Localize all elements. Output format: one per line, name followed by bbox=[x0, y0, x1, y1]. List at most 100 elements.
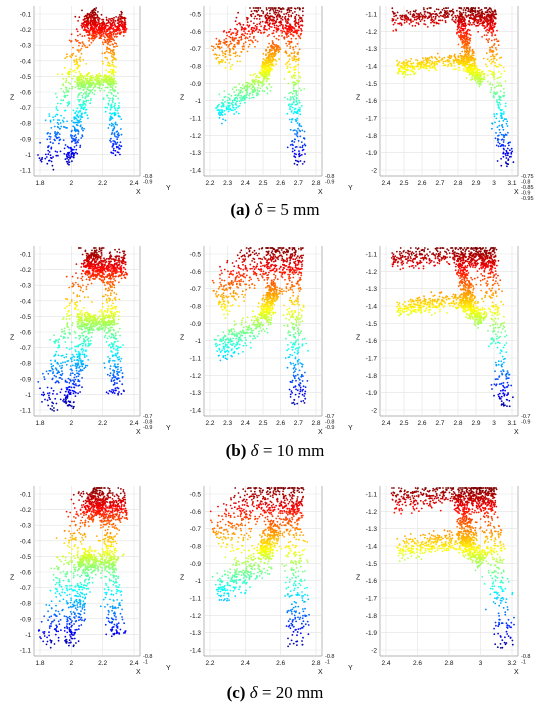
point bbox=[291, 27, 294, 29]
point bbox=[227, 96, 229, 99]
point bbox=[217, 60, 220, 63]
point bbox=[78, 100, 80, 103]
y-tick-label: -0.9 bbox=[190, 81, 202, 88]
point bbox=[69, 68, 72, 71]
point bbox=[257, 13, 260, 16]
point bbox=[458, 26, 461, 28]
point bbox=[84, 24, 87, 27]
point bbox=[75, 121, 77, 124]
point bbox=[453, 62, 455, 64]
point bbox=[108, 36, 110, 39]
point bbox=[48, 394, 50, 397]
point bbox=[224, 67, 227, 69]
point bbox=[271, 41, 274, 44]
point bbox=[44, 157, 47, 160]
point bbox=[85, 63, 88, 65]
point bbox=[482, 20, 485, 23]
point bbox=[287, 32, 289, 35]
point bbox=[260, 65, 263, 67]
point bbox=[75, 110, 78, 113]
point bbox=[65, 86, 68, 89]
point bbox=[81, 107, 84, 109]
point bbox=[87, 283, 89, 286]
point bbox=[108, 123, 111, 126]
point bbox=[228, 102, 231, 104]
point bbox=[406, 73, 409, 76]
point bbox=[263, 25, 266, 27]
point bbox=[288, 11, 291, 13]
point bbox=[84, 29, 87, 32]
point bbox=[493, 44, 495, 47]
point bbox=[288, 42, 291, 45]
point bbox=[494, 11, 497, 13]
point bbox=[65, 88, 68, 91]
point bbox=[494, 34, 497, 37]
point bbox=[459, 38, 462, 41]
point bbox=[219, 60, 222, 63]
point bbox=[68, 75, 71, 78]
point bbox=[469, 34, 472, 36]
point bbox=[266, 75, 268, 78]
point bbox=[275, 45, 277, 48]
point bbox=[49, 156, 52, 159]
point bbox=[83, 107, 85, 109]
point bbox=[117, 32, 119, 34]
point bbox=[218, 103, 220, 106]
point bbox=[288, 63, 291, 66]
point bbox=[217, 113, 220, 115]
point bbox=[434, 56, 436, 58]
x-tick-label: 3.1 bbox=[507, 180, 516, 187]
point bbox=[439, 14, 442, 17]
point bbox=[73, 126, 76, 129]
point bbox=[404, 15, 407, 18]
point bbox=[114, 121, 117, 124]
point bbox=[67, 360, 70, 362]
point bbox=[303, 130, 306, 133]
point bbox=[108, 83, 111, 85]
point bbox=[71, 324, 74, 327]
point bbox=[73, 118, 76, 120]
point bbox=[286, 61, 289, 64]
point bbox=[492, 24, 494, 26]
point bbox=[454, 59, 457, 62]
point bbox=[222, 118, 225, 121]
point bbox=[485, 30, 487, 32]
point bbox=[442, 14, 445, 16]
point bbox=[115, 35, 118, 38]
point bbox=[391, 19, 394, 22]
point bbox=[487, 13, 490, 16]
point bbox=[474, 58, 477, 60]
point bbox=[108, 99, 111, 102]
point bbox=[82, 22, 85, 25]
point bbox=[117, 16, 120, 19]
point bbox=[253, 79, 256, 82]
point bbox=[463, 63, 465, 66]
point bbox=[296, 42, 299, 45]
point bbox=[436, 58, 438, 61]
point bbox=[51, 401, 53, 404]
point bbox=[271, 56, 274, 58]
point bbox=[231, 36, 234, 39]
x-tick-label: 2.7 bbox=[294, 180, 303, 187]
point bbox=[74, 71, 77, 74]
point bbox=[443, 9, 446, 12]
point bbox=[110, 19, 112, 22]
point bbox=[444, 64, 446, 66]
point bbox=[91, 88, 94, 91]
point bbox=[94, 31, 97, 34]
point bbox=[286, 45, 288, 47]
point bbox=[298, 71, 300, 74]
point bbox=[453, 54, 456, 57]
point bbox=[468, 20, 470, 23]
point bbox=[466, 46, 469, 48]
point bbox=[472, 18, 475, 21]
point bbox=[110, 103, 113, 106]
point bbox=[254, 39, 257, 41]
point bbox=[108, 62, 111, 65]
point bbox=[74, 112, 76, 115]
point bbox=[65, 363, 68, 366]
point bbox=[123, 31, 125, 33]
point bbox=[224, 101, 226, 103]
point bbox=[102, 18, 105, 21]
point bbox=[52, 389, 55, 392]
